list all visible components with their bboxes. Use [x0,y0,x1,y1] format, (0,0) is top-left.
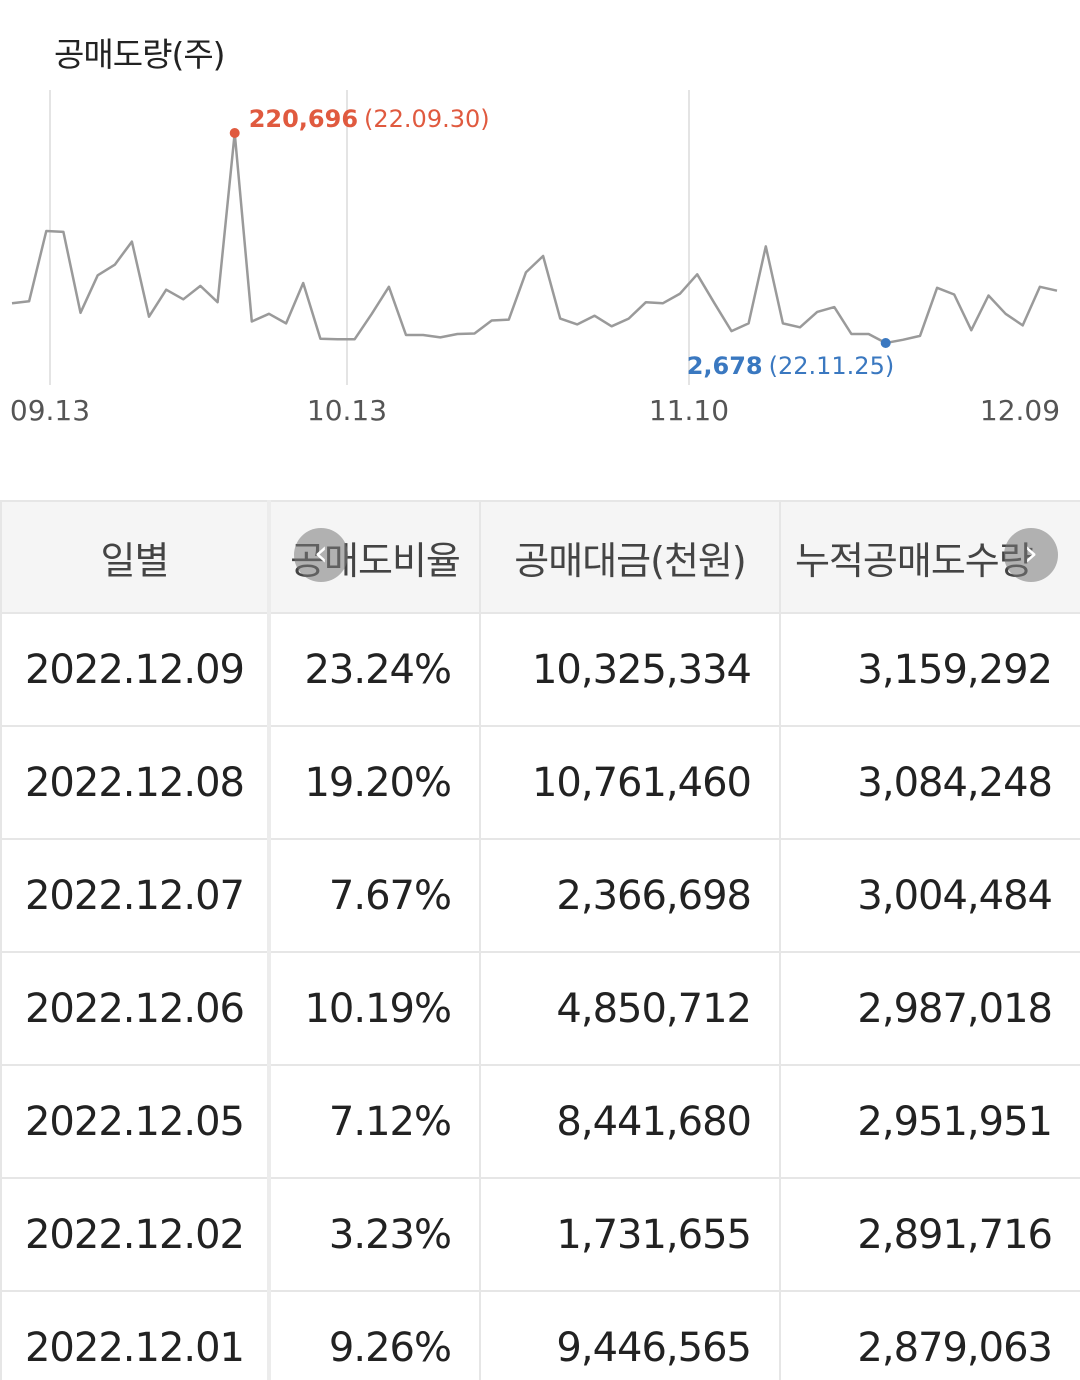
cell-cumulative-volume: 2,891,716 [779,1177,1080,1292]
min-annotation-date: (22.11.25) [769,352,895,380]
x-tick-label: 11.10 [649,394,729,427]
series-line [11,131,1058,345]
cell-cumulative-volume: 3,159,292 [779,612,1080,727]
cell-short-ratio: 9.26% [268,1290,481,1380]
max-point-marker [229,128,240,138]
min-annotation-value: 2,678 [687,352,763,380]
table-row[interactable]: 2022.12.02 3.23% 1,731,655 2,891,716 [0,1177,1080,1292]
cell-cumulative-volume: 2,951,951 [779,1064,1080,1179]
cell-date: 2022.12.05 [0,1064,271,1179]
cell-cumulative-volume: 3,004,484 [779,838,1080,953]
table-row[interactable]: 2022.12.08 19.20% 10,761,460 3,084,248 [0,725,1080,840]
cell-short-ratio: 23.24% [268,612,481,727]
cell-date: 2022.12.02 [0,1177,271,1292]
cell-short-amount: 9,446,565 [479,1290,781,1380]
max-annotation-value: 220,696 [249,105,358,133]
cell-short-amount: 1,731,655 [479,1177,781,1292]
table-row[interactable]: 2022.12.06 10.19% 4,850,712 2,987,018 [0,951,1080,1066]
chevron-right-icon[interactable]: › [1004,528,1058,582]
min-annotation: 2,678 (22.11.25) [687,352,895,380]
short-selling-chart: 공매도량(주) 220,696 (22.09.30) 2,678 (22.11.25)… [0,0,1080,500]
header-date[interactable]: 일별 [0,500,271,614]
cell-date: 2022.12.06 [0,951,271,1066]
line-chart-svg: 220,696 (22.09.30) 2,678 (22.11.25) 09.13 10.… [10,90,1060,427]
cell-short-amount: 10,761,460 [479,725,781,840]
cell-short-amount: 2,366,698 [479,838,781,953]
cell-date: 2022.12.09 [0,612,271,727]
x-tick-label: 12.09 [980,394,1060,427]
cell-date: 2022.12.08 [0,725,271,840]
chevron-left-icon[interactable]: ‹ [294,528,348,582]
cell-short-amount: 8,441,680 [479,1064,781,1179]
table-row[interactable]: 2022.12.01 9.26% 9,446,565 2,879,063 [0,1290,1080,1380]
cell-short-amount: 4,850,712 [479,951,781,1066]
chart-title: 공매도량(주) [54,35,226,74]
cell-short-ratio: 7.67% [268,838,481,953]
cell-date: 2022.12.07 [0,838,271,953]
max-annotation-date: (22.09.30) [364,105,490,133]
short-selling-table-container[interactable]: 일별 공매도비율 공매대금(천원) 누적공매도수량 2022.12.09 23.2… [0,500,1080,1380]
cell-date: 2022.12.01 [0,1290,271,1380]
cell-cumulative-volume: 2,879,063 [779,1290,1080,1380]
cell-cumulative-volume: 3,084,248 [779,725,1080,840]
cell-short-ratio: 10.19% [268,951,481,1066]
short-selling-table: 일별 공매도비율 공매대금(천원) 누적공매도수량 2022.12.09 23.2… [0,500,1080,1380]
max-annotation: 220,696 (22.09.30) [249,105,490,133]
cell-short-ratio: 3.23% [268,1177,481,1292]
x-tick-label: 09.13 [10,394,90,427]
min-point-marker [880,338,891,348]
x-tick-label: 10.13 [307,394,387,427]
table-row[interactable]: 2022.12.05 7.12% 8,441,680 2,951,951 [0,1064,1080,1179]
table-header-row: 일별 공매도비율 공매대금(천원) 누적공매도수량 [0,500,1080,614]
table-row[interactable]: 2022.12.07 7.67% 2,366,698 3,004,484 [0,838,1080,953]
cell-short-ratio: 7.12% [268,1064,481,1179]
table-row[interactable]: 2022.12.09 23.24% 10,325,334 3,159,292 [0,612,1080,727]
cell-cumulative-volume: 2,987,018 [779,951,1080,1066]
cell-short-ratio: 19.20% [268,725,481,840]
cell-short-amount: 10,325,334 [479,612,781,727]
header-short-amount[interactable]: 공매대금(천원) [479,500,781,614]
